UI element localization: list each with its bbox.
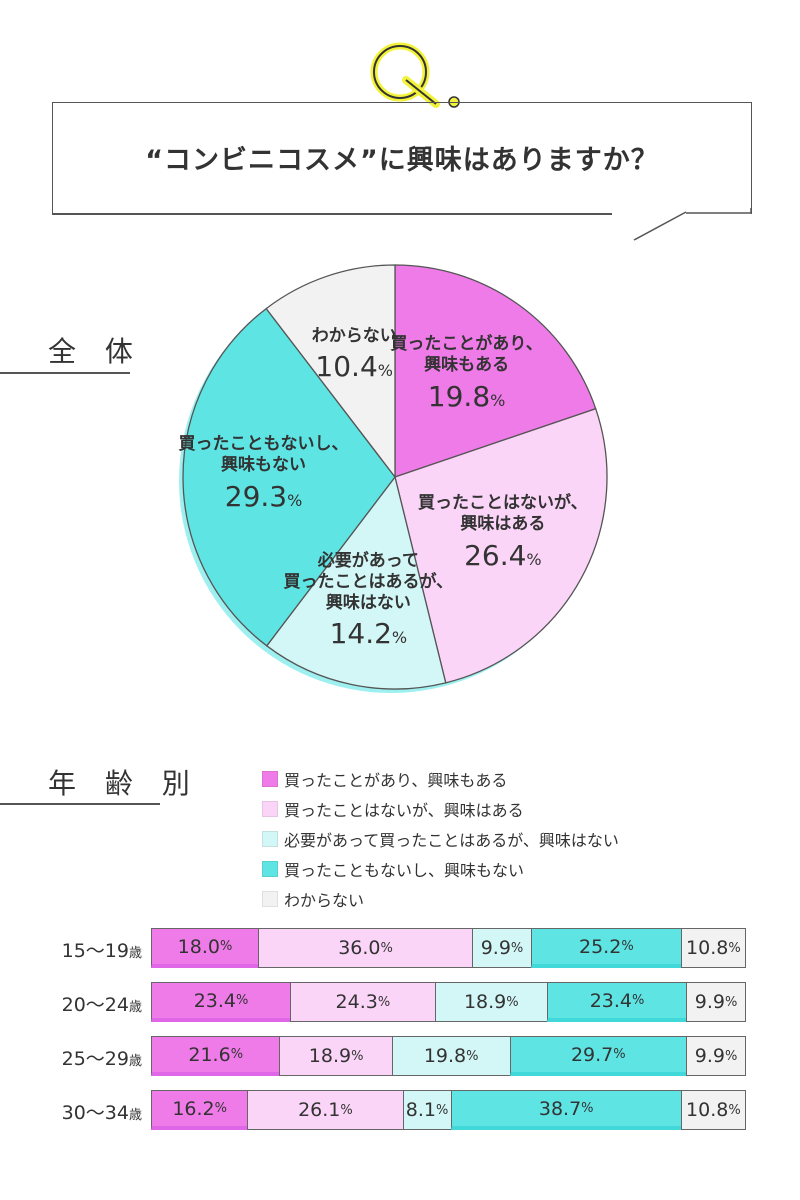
question-box bbox=[52, 102, 752, 214]
pie-label-5: わからない 10.4% bbox=[239, 326, 469, 384]
legend-item: 必要があって買ったことはあるが、興味はない bbox=[262, 824, 619, 854]
bar-segment: 29.7% bbox=[509, 1036, 688, 1076]
legend-item: 買ったことはないが、興味はある bbox=[262, 794, 619, 824]
pie-label-text: 買ったことはあるが、 bbox=[283, 571, 454, 592]
section-overall-rule bbox=[0, 372, 130, 374]
bar-segment: 25.2% bbox=[530, 928, 682, 968]
legend-item: 買ったことがあり、興味もある bbox=[262, 764, 619, 794]
legend-label: 買ったこともないし、興味もない bbox=[284, 861, 525, 880]
pie-label-text: 買ったこともないし、 bbox=[178, 434, 349, 455]
legend-item: わからない bbox=[262, 884, 619, 914]
bar-segment: 10.8% bbox=[680, 928, 746, 968]
pie-label-value: 26.4% bbox=[464, 538, 542, 572]
pie-label-text: 買ったことがあり、 bbox=[390, 334, 543, 355]
pie-label-3: 必要があって 買ったことはあるが、 興味はない 14.2% bbox=[253, 551, 483, 652]
bar-row-label: 25〜29歳 bbox=[61, 1048, 142, 1070]
stacked-bar: 16.2% 26.1% 8.1% 38.7% 10.8% bbox=[151, 1090, 746, 1130]
bar-row: 30〜34歳 16.2% 26.1% 8.1% 38.7% 10.8% bbox=[0, 1090, 800, 1134]
legend: 買ったことがあり、興味もある 買ったことはないが、興味はある必要があって買ったこと… bbox=[262, 764, 619, 914]
pie-slice-5 bbox=[265, 264, 396, 479]
bar-row-label: 15〜19歳 bbox=[61, 940, 142, 962]
bar-segment: 9.9% bbox=[686, 982, 746, 1022]
overall-pie-chart bbox=[179, 264, 608, 693]
bar-segment: 26.1% bbox=[247, 1090, 404, 1130]
bar-segment: 18.0% bbox=[151, 928, 260, 968]
legend-label: 買ったことはないが、興味はある bbox=[284, 801, 524, 820]
pie-label-value: 29.3% bbox=[224, 479, 303, 513]
bar-segment: 23.4% bbox=[151, 982, 292, 1022]
pie-slice-4 bbox=[182, 307, 396, 647]
pie-slice-3 bbox=[265, 475, 447, 690]
bar-segment: 24.3% bbox=[290, 982, 436, 1022]
legend-item: 買ったこともないし、興味もない bbox=[262, 854, 619, 884]
stacked-bar: 23.4% 24.3% 18.9% 23.4% 9.9% bbox=[151, 982, 746, 1022]
pie-label-value: 14.2% bbox=[329, 617, 408, 651]
q-badge-icon bbox=[370, 42, 460, 108]
legend-label: 必要があって買ったことはあるが、興味はない bbox=[284, 831, 619, 850]
bar-segment: 16.2% bbox=[151, 1090, 249, 1130]
pie-label-text: 必要があって bbox=[317, 550, 419, 571]
stacked-bar: 21.6% 18.9% 19.8% 29.7% 9.9% bbox=[151, 1036, 746, 1076]
pie-label-4: 買ったこともないし、 興味もない 29.3% bbox=[149, 434, 379, 514]
bar-segment: 18.9% bbox=[434, 982, 548, 1022]
bar-segment: 9.9% bbox=[686, 1036, 746, 1076]
legend-swatch bbox=[262, 801, 278, 817]
pie-label-text: 買ったことはないが、 bbox=[418, 493, 588, 513]
pie-slice-1 bbox=[394, 264, 597, 478]
pie-label-text: 興味もある bbox=[424, 355, 510, 376]
bar-segment: 23.4% bbox=[546, 982, 688, 1022]
bar-row: 15〜19歳 18.0% 36.0% 9.9% 25.2% 10.8% bbox=[0, 928, 800, 972]
bar-segment: 19.8% bbox=[391, 1036, 511, 1076]
question-box-underline bbox=[52, 213, 612, 215]
pie-label-text: わからない bbox=[311, 325, 397, 346]
pie-label-text: 興味はある bbox=[460, 514, 546, 535]
section-age-label: 年 齢 別 bbox=[48, 767, 200, 800]
bar-segment: 38.7% bbox=[450, 1090, 682, 1130]
bar-segment: 9.9% bbox=[472, 928, 532, 968]
bar-row-label: 20〜24歳 bbox=[61, 994, 142, 1016]
legend-swatch bbox=[262, 831, 278, 847]
question-title: “コンビニコスメ”に興味はありますか？ bbox=[145, 145, 659, 176]
pie-label-value: 10.4% bbox=[315, 349, 393, 383]
legend-label: 買ったことがあり、興味もある bbox=[284, 771, 508, 790]
legend-label: わからない bbox=[284, 891, 365, 910]
legend-swatch bbox=[262, 861, 278, 877]
bar-segment: 8.1% bbox=[402, 1090, 452, 1130]
speech-tail bbox=[633, 208, 752, 241]
legend-swatch bbox=[262, 891, 278, 907]
pie-label-text: 興味もない bbox=[221, 455, 307, 476]
bar-segment: 21.6% bbox=[151, 1036, 281, 1076]
pie-label-2: 買ったことはないが、 興味はある 26.4% bbox=[388, 493, 618, 573]
bar-segment: 36.0% bbox=[258, 928, 474, 968]
stacked-bar: 18.0% 36.0% 9.9% 25.2% 10.8% bbox=[151, 928, 746, 968]
pie-slice-2 bbox=[394, 407, 608, 684]
bar-row: 20〜24歳 23.4% 24.3% 18.9% 23.4% 9.9% bbox=[0, 982, 800, 1026]
pie-label-1: 買ったことがあり、 興味もある 19.8% bbox=[352, 334, 582, 414]
pie-label-value: 19.8% bbox=[427, 379, 506, 413]
pie-label-text: 興味はない bbox=[325, 593, 411, 614]
section-age-rule bbox=[0, 803, 160, 805]
bar-segment: 18.9% bbox=[279, 1036, 393, 1076]
bar-row-label: 30〜34歳 bbox=[61, 1102, 142, 1124]
bar-row: 25〜29歳 21.6% 18.9% 19.8% 29.7% 9.9% bbox=[0, 1036, 800, 1080]
bar-segment: 10.8% bbox=[680, 1090, 746, 1130]
legend-swatch bbox=[262, 771, 278, 787]
section-overall-label: 全 体 bbox=[48, 335, 143, 368]
